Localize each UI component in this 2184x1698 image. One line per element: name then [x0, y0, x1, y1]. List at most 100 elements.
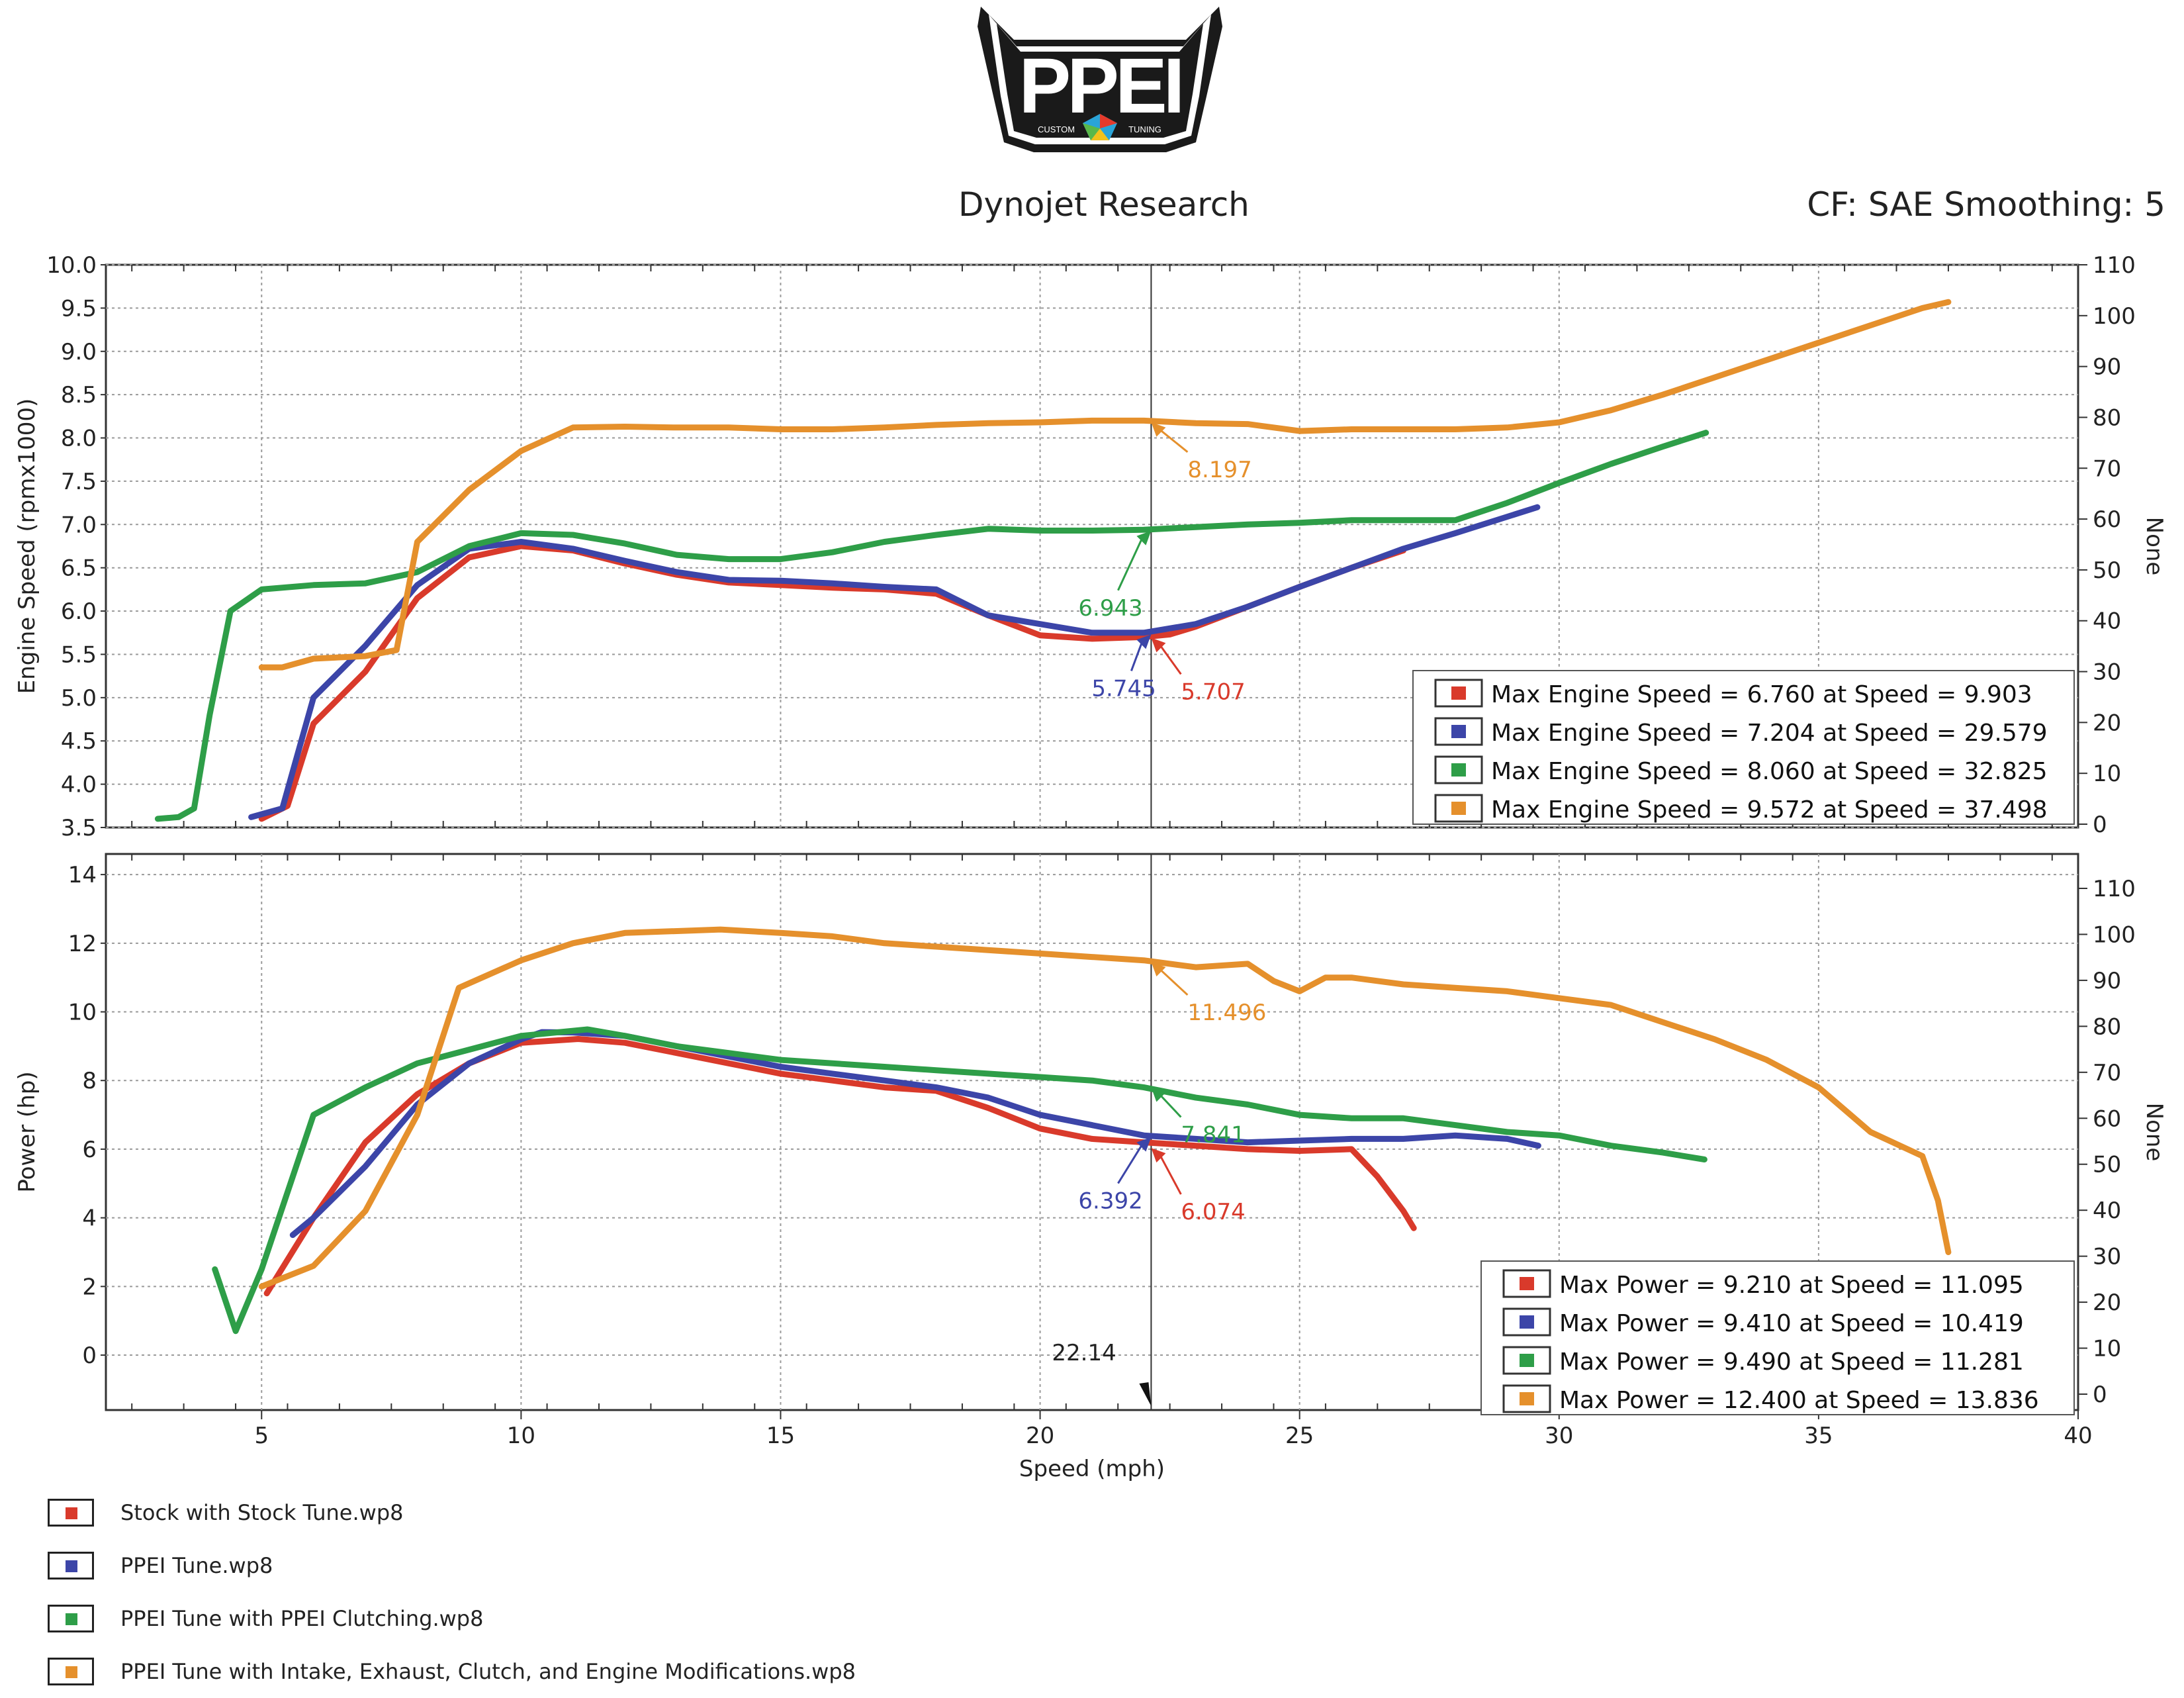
- summary-swatch-fill: [1520, 1392, 1534, 1405]
- y2-axis-title: None: [2141, 1103, 2167, 1162]
- y-tick-label: 9.5: [61, 295, 97, 322]
- legend-swatch-green: [48, 1605, 94, 1632]
- summary-text: Max Power = 12.400 at Speed = 13.836: [1559, 1387, 2039, 1414]
- x-tick-label: 35: [1804, 1423, 1833, 1449]
- summary-text: Max Engine Speed = 6.760 at Speed = 9.90…: [1491, 681, 2032, 708]
- legend-swatch-red: [48, 1499, 94, 1527]
- summary-box: [1412, 670, 2075, 825]
- annotation-label: 6.943: [1078, 595, 1142, 622]
- y-tick-label: 7.5: [61, 469, 97, 495]
- annotation-leader: [1160, 1094, 1182, 1118]
- legend-swatch-orange: [48, 1658, 94, 1685]
- y-tick-label: 14: [68, 862, 97, 888]
- y-tick-label: 10.0: [46, 252, 97, 279]
- y2-tick-label: 70: [2093, 1060, 2121, 1086]
- y2-tick-label: 10: [2093, 1336, 2121, 1362]
- y-tick-label: 3.5: [61, 815, 97, 841]
- y-tick-label: 6.5: [61, 555, 97, 582]
- y-tick-label: 6.0: [61, 598, 97, 625]
- y2-tick-label: 40: [2093, 1198, 2121, 1224]
- annotation-label: 6.392: [1078, 1188, 1142, 1215]
- summary-swatch: [1502, 1307, 1551, 1337]
- y2-tick-label: 70: [2093, 455, 2121, 482]
- y-tick-label: 12: [68, 931, 97, 957]
- ppei-logo: PPEI CUSTOM TUNING: [978, 7, 1222, 152]
- y-axis-title: Power (hp): [14, 1071, 40, 1192]
- y2-tick-label: 0: [2093, 812, 2107, 838]
- x-tick-label: 20: [1026, 1423, 1054, 1449]
- x-tick-label: 5: [254, 1423, 269, 1449]
- summary-text: Max Power = 9.210 at Speed = 11.095: [1559, 1272, 2024, 1299]
- legend-label: Stock with Stock Tune.wp8: [120, 1500, 404, 1525]
- legend-swatch-blue: [48, 1552, 94, 1580]
- y2-tick-label: 20: [2093, 1290, 2121, 1316]
- annotation-label: 5.707: [1181, 679, 1245, 705]
- annotation-arrowhead: [1151, 1148, 1166, 1163]
- y-tick-label: 9.0: [61, 339, 97, 365]
- annotation-arrowhead: [1151, 961, 1166, 976]
- annotation-label: 8.197: [1187, 457, 1251, 483]
- y2-tick-label: 10: [2093, 761, 2121, 787]
- y2-axis-title: None: [2141, 517, 2167, 576]
- annotation-leader: [1117, 538, 1143, 591]
- annotation-leader: [1160, 1155, 1182, 1195]
- y2-tick-label: 60: [2093, 506, 2121, 533]
- annotation-arrowhead: [1136, 1137, 1152, 1152]
- annotation-leader: [1160, 429, 1189, 453]
- file-legend: Stock with Stock Tune.wp8 PPEI Tune.wp8 …: [48, 1486, 856, 1698]
- y2-tick-label: 30: [2093, 659, 2121, 686]
- annotation-leader: [1160, 645, 1182, 675]
- annotation-arrowhead: [1136, 530, 1152, 545]
- y-tick-label: 7.0: [61, 512, 97, 538]
- summary-swatch-fill: [1451, 763, 1466, 777]
- cursor-arrowhead: [1139, 1382, 1152, 1406]
- legend-item-ppei-modifications[interactable]: PPEI Tune with Intake, Exhaust, Clutch, …: [48, 1645, 856, 1698]
- summary-text: Max Power = 9.410 at Speed = 10.419: [1559, 1310, 2024, 1337]
- y2-tick-label: 30: [2093, 1244, 2121, 1270]
- annotation-leader: [1130, 641, 1143, 671]
- summary-text: Max Engine Speed = 9.572 at Speed = 37.4…: [1491, 796, 2048, 824]
- y-tick-label: 2: [82, 1274, 97, 1300]
- summary-swatch-fill: [1520, 1277, 1534, 1290]
- y-tick-label: 8: [82, 1068, 97, 1094]
- annotation-leader: [1160, 968, 1189, 996]
- annotation-label: 11.496: [1187, 1000, 1266, 1026]
- x-tick-label: 10: [507, 1423, 535, 1449]
- y2-tick-label: 80: [2093, 1014, 2121, 1040]
- logo-left-text: CUSTOM: [1038, 124, 1075, 134]
- annotation-arrowhead: [1136, 634, 1152, 649]
- y2-tick-label: 100: [2093, 303, 2136, 330]
- x-tick-label: 25: [1285, 1423, 1314, 1449]
- summary-text: Max Engine Speed = 8.060 at Speed = 32.8…: [1491, 758, 2048, 785]
- y2-tick-label: 110: [2093, 252, 2136, 279]
- annotation-leader: [1117, 1144, 1143, 1184]
- legend-item-ppei-clutching[interactable]: PPEI Tune with PPEI Clutching.wp8: [48, 1592, 856, 1645]
- y2-tick-label: 60: [2093, 1106, 2121, 1132]
- summary-text: Max Power = 9.490 at Speed = 11.281: [1559, 1348, 2024, 1376]
- summary-swatch-fill: [1520, 1315, 1534, 1329]
- y2-tick-label: 80: [2093, 404, 2121, 431]
- annotation-arrowhead: [1151, 1087, 1166, 1102]
- legend-label: PPEI Tune with PPEI Clutching.wp8: [120, 1606, 484, 1631]
- y-tick-label: 4.0: [61, 772, 97, 798]
- y-tick-label: 6: [82, 1137, 97, 1163]
- series-line-1: [248, 504, 1541, 820]
- legend-item-ppei-tune[interactable]: PPEI Tune.wp8: [48, 1539, 856, 1592]
- series-line-3: [258, 926, 1952, 1290]
- y-tick-label: 5.0: [61, 685, 97, 712]
- x-axis-title: Speed (mph): [1019, 1456, 1165, 1482]
- y-tick-label: 4.5: [61, 728, 97, 755]
- series-line-1: [289, 1029, 1541, 1239]
- y-tick-label: 5.5: [61, 641, 97, 668]
- correction-factor-text: CF: SAE Smoothing: 5: [1807, 185, 2165, 224]
- y-tick-label: 8.5: [61, 382, 97, 408]
- legend-item-stock[interactable]: Stock with Stock Tune.wp8: [48, 1486, 856, 1539]
- chart-header-title: Dynojet Research: [958, 185, 1250, 224]
- series-line-3: [258, 299, 1952, 671]
- y-axis-title: Engine Speed (rpmx1000): [14, 399, 40, 694]
- annotation-arrowhead: [1151, 422, 1166, 437]
- y-tick-label: 0: [82, 1343, 97, 1369]
- y2-tick-label: 50: [2093, 1152, 2121, 1178]
- legend-label: PPEI Tune.wp8: [120, 1553, 273, 1578]
